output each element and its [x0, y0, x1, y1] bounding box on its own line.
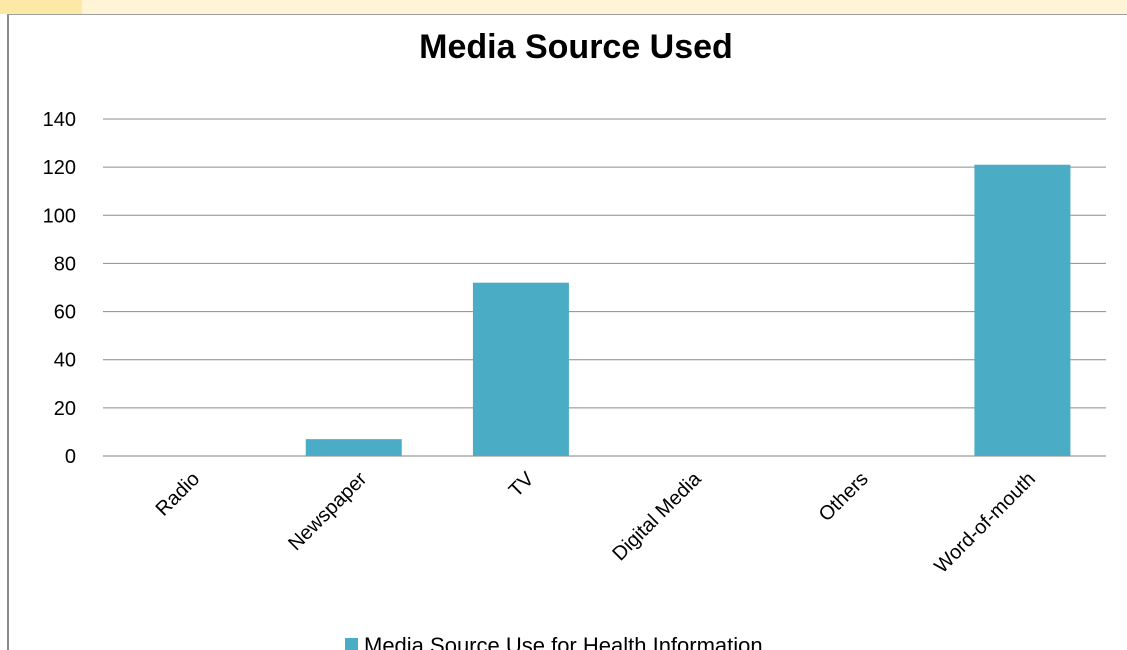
y-tick-label: 80 [54, 253, 76, 275]
top-strip-accent [0, 0, 82, 14]
bars [305, 164, 1071, 456]
x-axis-tick-labels: Radio Newspaper TV Digital Media Others Word-… [152, 467, 1040, 577]
x-tick-label: Others [815, 468, 873, 526]
y-tick-label: 20 [54, 398, 76, 420]
y-tick-label: 60 [54, 302, 76, 324]
bar-tv [472, 282, 569, 456]
y-tick-label: 0 [65, 446, 76, 468]
x-tick-label: Digital Media [608, 467, 706, 565]
top-strip [0, 0, 1127, 14]
x-tick-label: Word-of-mouth [930, 468, 1040, 578]
x-tick-label: Newspaper [284, 468, 371, 555]
legend-label: Media Source Use for Health Information [364, 633, 763, 650]
y-tick-label: 40 [54, 350, 76, 372]
legend: Media Source Use for Health Information [345, 633, 763, 650]
bar-newspaper [305, 439, 402, 456]
y-tick-label: 140 [43, 109, 76, 131]
x-tick-label: Radio [152, 468, 205, 521]
y-tick-label: 120 [43, 157, 76, 179]
chart-title: Media Source Used [419, 28, 733, 66]
x-tick-label: TV [505, 468, 539, 502]
y-tick-label: 100 [43, 205, 76, 227]
legend-swatch [345, 638, 358, 650]
bar-word-of-mouth [974, 164, 1071, 456]
y-axis-tick-labels: 0 20 40 60 80 100 120 140 [43, 109, 76, 468]
gridlines [103, 118, 1106, 457]
